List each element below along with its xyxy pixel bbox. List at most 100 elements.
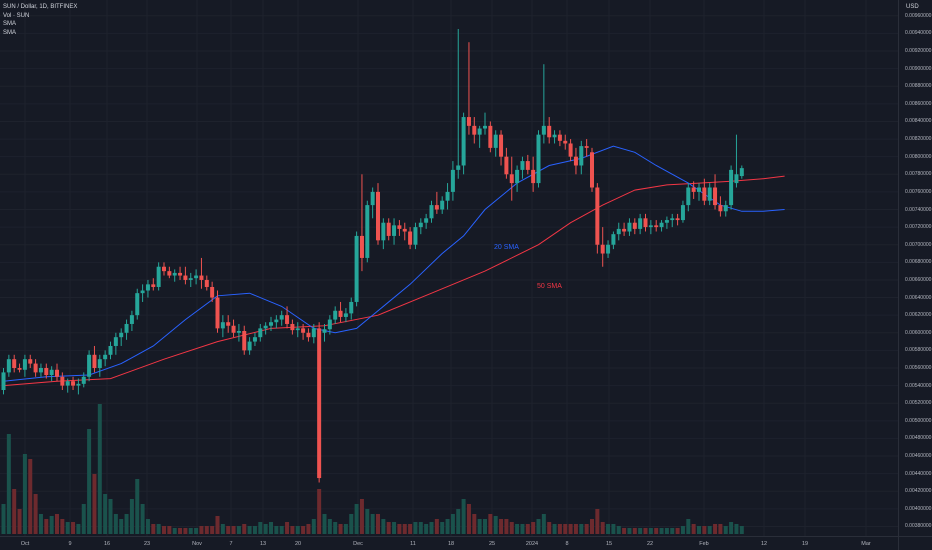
candle-body	[6, 359, 11, 373]
candle-body	[65, 381, 70, 386]
volume-bar	[172, 528, 177, 534]
time-tick-label: 13	[259, 541, 267, 547]
volume-bar	[124, 514, 129, 534]
candle-body	[33, 363, 38, 373]
volume-bar	[301, 526, 306, 534]
candle-body	[659, 222, 664, 228]
candle-body	[739, 168, 744, 177]
volume-bar	[17, 509, 22, 534]
volume-bar	[627, 528, 632, 534]
volume-bar	[49, 516, 54, 534]
price-axis-unit: USD	[906, 4, 919, 10]
price-tick-label: 0.00420000	[905, 488, 932, 495]
volume-bar	[178, 528, 183, 534]
time-tick-label: 23	[143, 541, 151, 547]
price-tick-label: 0.00700000	[905, 241, 932, 248]
candle-body	[520, 161, 525, 170]
candle-body	[333, 310, 338, 320]
candle-body	[317, 328, 322, 479]
volume-bar	[499, 519, 504, 534]
volume-bar	[504, 519, 509, 534]
volume-bar	[675, 528, 680, 534]
legend-sma-50: SMA	[3, 29, 17, 36]
candle-body	[702, 187, 707, 201]
candle-body	[408, 231, 413, 245]
volume-bar	[413, 522, 418, 534]
candle-body	[434, 205, 439, 210]
time-tick-label: 20	[294, 541, 302, 547]
time-tick-label: Dec	[353, 541, 363, 547]
volume-bar	[445, 519, 450, 534]
volume-bar	[493, 516, 498, 534]
candle-body	[285, 315, 290, 324]
candle-body	[680, 205, 685, 221]
candle-body	[349, 301, 354, 314]
time-tick-label: 16	[103, 541, 111, 547]
sma50-line	[3, 175, 785, 387]
candle-body	[194, 275, 199, 279]
volume-bar	[226, 526, 231, 534]
candle-body	[226, 322, 231, 326]
volume-bar	[92, 474, 97, 534]
candle-body	[204, 279, 209, 287]
volume-bar	[145, 519, 150, 534]
price-tick-label: 0.00860000	[905, 100, 932, 107]
candle-body	[595, 187, 600, 245]
chart-legend: SUN / Dollar, 1D, BITFINEX Vol · SUN SMA…	[3, 3, 77, 37]
time-tick-label: 22	[646, 541, 654, 547]
candle-body	[60, 376, 65, 386]
candle-body	[269, 322, 273, 326]
time-tick-label: Feb	[699, 541, 709, 547]
volume-bar	[103, 494, 108, 534]
candle-body	[258, 328, 263, 338]
price-tick-label: 0.00600000	[905, 329, 932, 336]
volume-bar	[44, 519, 49, 534]
volume-bar	[108, 499, 113, 534]
volume-bar	[429, 522, 434, 534]
candle-body	[707, 187, 712, 201]
price-tick-label: 0.00400000	[905, 505, 932, 512]
candle-body	[477, 128, 482, 135]
volume-bar	[584, 524, 589, 534]
candle-body	[322, 329, 327, 333]
volume-bar	[456, 509, 461, 534]
time-tick-label: 25	[488, 541, 496, 547]
volume-bar	[135, 479, 140, 534]
candle-body	[119, 332, 124, 338]
volume-bar	[290, 526, 295, 534]
volume-bar	[156, 524, 161, 534]
candle-body	[295, 328, 300, 331]
volume-bar	[6, 434, 11, 534]
volume-bar	[418, 522, 423, 534]
candle-body	[386, 222, 391, 236]
volume-bar	[573, 524, 578, 534]
volume-bar	[450, 514, 455, 534]
candle-body	[178, 272, 183, 276]
volume-bar	[252, 526, 257, 534]
candle-body	[28, 359, 33, 364]
candle-body	[183, 275, 188, 280]
candle-body	[156, 266, 161, 287]
volume-bar	[392, 522, 397, 534]
candle-body	[87, 354, 92, 377]
volume-bar	[97, 404, 102, 534]
candle-body	[49, 369, 54, 376]
volume-bar	[691, 524, 696, 534]
volume-bar	[231, 526, 236, 534]
volume-bar	[194, 528, 199, 534]
candle-body	[354, 235, 359, 302]
volume-bar	[263, 524, 268, 534]
candle-body	[675, 218, 680, 221]
price-tick-label: 0.00780000	[905, 171, 932, 178]
candle-body	[547, 125, 552, 138]
legend-title: SUN / Dollar, 1D, BITFINEX	[3, 4, 78, 10]
volume-bar	[151, 524, 156, 534]
candle-body	[113, 337, 118, 346]
volume-bar	[204, 526, 209, 534]
volume-bar	[466, 504, 471, 534]
candle-body	[44, 367, 49, 376]
volume-bar	[317, 489, 322, 534]
candle-body	[55, 369, 59, 377]
volume-bar	[354, 504, 359, 534]
